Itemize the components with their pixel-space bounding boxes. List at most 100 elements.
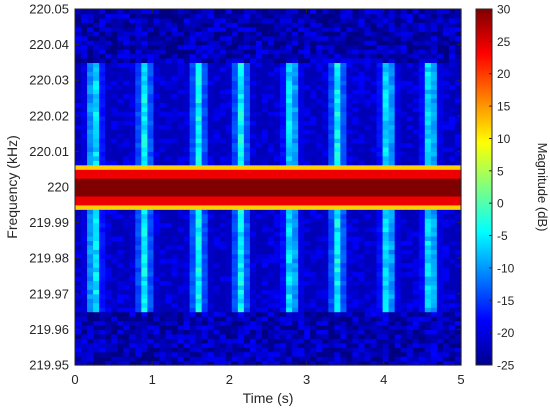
heatmap-cell <box>225 22 233 28</box>
heatmap-cell <box>213 57 221 63</box>
heatmap-cell <box>448 320 456 326</box>
heatmap-cell <box>430 13 438 19</box>
heatmap-cell <box>183 320 191 326</box>
heatmap-cell <box>346 146 354 152</box>
heatmap-cell <box>322 31 329 37</box>
heatmap-cell <box>316 115 323 121</box>
heatmap-cell <box>135 235 142 241</box>
heatmap-cell <box>135 133 142 139</box>
heatmap-cell <box>111 57 118 63</box>
heatmap-cell <box>418 89 426 95</box>
heatmap-cell <box>442 187 450 193</box>
heatmap-cell <box>147 240 155 246</box>
heatmap-cell <box>93 40 100 46</box>
heatmap-cell <box>292 62 299 68</box>
heatmap-cell <box>213 49 221 55</box>
heatmap-cell <box>334 66 341 72</box>
heatmap-cell <box>334 49 341 55</box>
heatmap-cell <box>364 218 372 224</box>
heatmap-cell <box>286 253 293 259</box>
heatmap-cell <box>388 356 396 362</box>
heatmap-cell <box>237 191 245 197</box>
heatmap-cell <box>274 347 281 353</box>
heatmap-cell <box>328 44 335 50</box>
heatmap-cell <box>424 262 432 268</box>
heatmap-cell <box>268 62 275 68</box>
heatmap-cell <box>171 160 179 166</box>
heatmap-cell <box>280 44 287 50</box>
heatmap-cell <box>255 195 263 201</box>
heatmap-cell <box>195 75 203 81</box>
heatmap-cell <box>400 235 408 241</box>
heatmap-cell <box>141 146 148 152</box>
heatmap-cell <box>436 240 444 246</box>
heatmap-cell <box>201 307 209 313</box>
heatmap-cell <box>81 280 88 286</box>
heatmap-cell <box>298 231 305 237</box>
heatmap-cell <box>81 9 88 15</box>
heatmap-cell <box>123 271 130 277</box>
heatmap-cell <box>117 146 124 152</box>
heatmap-cell <box>183 115 191 121</box>
heatmap-cell <box>268 31 275 37</box>
heatmap-cell <box>99 102 106 108</box>
heatmap-cell <box>117 262 124 268</box>
heatmap-cell <box>249 338 257 344</box>
heatmap-cell <box>123 356 130 362</box>
heatmap-cell <box>255 222 263 228</box>
heatmap-cell <box>352 120 360 126</box>
heatmap-cell <box>99 356 106 362</box>
heatmap-cell <box>177 182 185 188</box>
heatmap-cell <box>177 311 185 317</box>
heatmap-cell <box>171 311 179 317</box>
heatmap-cell <box>322 284 329 290</box>
heatmap-cell <box>286 209 293 215</box>
heatmap-cell <box>207 106 215 112</box>
heatmap-cell <box>165 298 173 304</box>
heatmap-cell <box>213 31 221 37</box>
heatmap-cell <box>237 195 245 201</box>
heatmap-cell <box>268 129 275 135</box>
heatmap-cell <box>334 213 341 219</box>
heatmap-cell <box>231 89 239 95</box>
heatmap-cell <box>418 360 426 366</box>
heatmap-cell <box>123 298 130 304</box>
heatmap-cell <box>304 240 311 246</box>
heatmap-cell <box>340 98 348 104</box>
heatmap-cell <box>436 204 444 210</box>
heatmap-cell <box>346 320 354 326</box>
heatmap-cell <box>147 280 155 286</box>
heatmap-cell <box>370 293 378 299</box>
heatmap-cell <box>81 267 88 273</box>
heatmap-cell <box>165 191 173 197</box>
heatmap-cell <box>261 253 269 259</box>
heatmap-cell <box>346 227 354 233</box>
heatmap-cell <box>406 316 414 322</box>
heatmap-cell <box>424 342 432 348</box>
heatmap-cell <box>322 218 329 224</box>
heatmap-cell <box>99 213 106 219</box>
heatmap-cell <box>123 262 130 268</box>
heatmap-cell <box>213 324 221 330</box>
heatmap-cell <box>292 191 299 197</box>
heatmap-cell <box>292 360 299 366</box>
heatmap-cell <box>268 187 275 193</box>
heatmap-cell <box>165 204 173 210</box>
heatmap-cell <box>418 253 426 259</box>
heatmap-cell <box>310 235 317 241</box>
heatmap-cell <box>274 338 281 344</box>
heatmap-cell <box>237 289 245 295</box>
heatmap-cell <box>237 262 245 268</box>
heatmap-cell <box>352 227 360 233</box>
heatmap-cell <box>105 124 112 130</box>
heatmap-cell <box>328 293 335 299</box>
heatmap-cell <box>87 316 94 322</box>
heatmap-cell <box>189 75 197 81</box>
heatmap-cell <box>75 289 82 295</box>
heatmap-cell <box>412 316 420 322</box>
heatmap-cell <box>352 80 360 86</box>
heatmap-cell <box>286 111 293 117</box>
heatmap-cell <box>183 253 191 259</box>
heatmap-cell <box>298 276 305 282</box>
heatmap-cell <box>153 276 161 282</box>
